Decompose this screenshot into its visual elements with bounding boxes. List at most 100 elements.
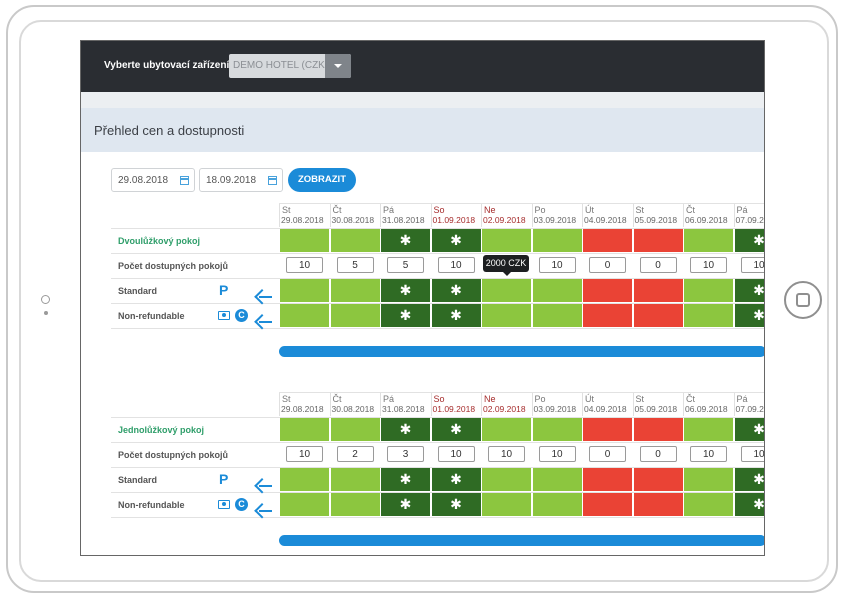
rate-cell[interactable] <box>482 304 531 327</box>
room-count-input[interactable]: 3 <box>387 446 424 462</box>
availability-cell[interactable] <box>583 229 632 252</box>
rate-cell[interactable] <box>633 468 683 491</box>
room-count-input[interactable]: 10 <box>488 446 525 462</box>
rate-cell[interactable] <box>633 279 683 302</box>
room-count-input[interactable]: 10 <box>740 446 764 462</box>
rate-cell[interactable] <box>482 468 531 491</box>
rate-cell[interactable] <box>280 468 329 491</box>
rate-cell[interactable] <box>532 468 582 491</box>
horizontal-scrollbar[interactable] <box>279 346 764 357</box>
rate-cell[interactable]: ✱ <box>381 279 430 302</box>
room-count-input[interactable]: 10 <box>538 446 576 462</box>
date-from-input[interactable]: 29.08.2018 <box>111 168 195 192</box>
column-divider <box>582 392 583 416</box>
horizontal-scrollbar[interactable] <box>279 535 764 546</box>
rate-cell[interactable]: ✱ <box>381 468 430 491</box>
rate-cell[interactable]: ✱ <box>431 304 481 327</box>
rate-cell[interactable]: ✱ <box>431 279 481 302</box>
back-arrow-icon[interactable] <box>259 307 272 323</box>
rate-cell[interactable]: ✱ <box>381 493 430 516</box>
room-count-input[interactable]: 0 <box>639 257 677 273</box>
room-count-input[interactable]: 10 <box>538 257 576 273</box>
room-count-input[interactable]: 10 <box>437 257 475 273</box>
column-divider <box>279 392 280 416</box>
rate-cell[interactable] <box>684 279 733 302</box>
room-count-input[interactable]: 5 <box>336 257 374 273</box>
availability-cell[interactable] <box>684 229 733 252</box>
rate-cell[interactable]: ✱ <box>431 468 481 491</box>
rate-cell[interactable] <box>532 304 582 327</box>
availability-cell[interactable] <box>583 418 632 441</box>
rate-cell[interactable] <box>684 304 733 327</box>
hotel-select[interactable]: DEMO HOTEL (CZK) <box>229 54 351 78</box>
column-divider <box>632 203 634 227</box>
room-count-input[interactable]: 10 <box>286 446 323 462</box>
availability-cell[interactable]: ✱ <box>734 418 764 441</box>
room-count-input[interactable]: 10 <box>740 257 764 273</box>
show-button[interactable]: ZOBRAZIT <box>288 168 356 192</box>
availability-cell[interactable] <box>532 229 582 252</box>
tablet-bezel <box>19 20 829 582</box>
availability-cell[interactable] <box>330 418 380 441</box>
availability-cell[interactable] <box>280 229 329 252</box>
rate-cell[interactable]: ✱ <box>734 468 764 491</box>
rate-cell[interactable] <box>482 279 531 302</box>
rate-cell[interactable] <box>532 279 582 302</box>
calendar-icon[interactable] <box>268 176 277 185</box>
room-count-input[interactable]: 10 <box>690 257 727 273</box>
rate-cell[interactable]: ✱ <box>734 279 764 302</box>
rate-cell[interactable] <box>330 468 380 491</box>
chevron-down-icon[interactable] <box>325 54 351 78</box>
availability-cell[interactable]: ✱ <box>381 418 430 441</box>
availability-cell[interactable] <box>280 418 329 441</box>
rate-cell[interactable] <box>280 304 329 327</box>
home-button[interactable] <box>784 281 822 319</box>
rate-cell[interactable] <box>633 304 683 327</box>
availability-cell[interactable] <box>633 418 683 441</box>
calendar-icon[interactable] <box>180 176 189 185</box>
rate-cell[interactable] <box>583 493 632 516</box>
room-name: Dvoulůžkový pokoj <box>118 236 201 246</box>
availability-cell[interactable] <box>684 418 733 441</box>
room-count-input[interactable]: 0 <box>639 446 677 462</box>
availability-cell[interactable]: ✱ <box>734 229 764 252</box>
back-arrow-icon[interactable] <box>259 282 272 298</box>
rate-cell[interactable] <box>280 279 329 302</box>
rate-cell[interactable] <box>583 468 632 491</box>
availability-cell[interactable] <box>532 418 582 441</box>
rooms-count-label: Počet dostupných pokojů <box>118 450 229 460</box>
rate-cell[interactable]: ✱ <box>734 304 764 327</box>
room-count-input[interactable]: 5 <box>387 257 424 273</box>
rate-cell[interactable] <box>583 304 632 327</box>
room-count-input[interactable]: 10 <box>286 257 323 273</box>
rate-cell[interactable] <box>330 493 380 516</box>
rate-cell[interactable]: ✱ <box>381 304 430 327</box>
room-count-input[interactable]: 10 <box>690 446 727 462</box>
rate-cell[interactable] <box>280 493 329 516</box>
rate-cell[interactable] <box>482 493 531 516</box>
room-count-input[interactable]: 10 <box>437 446 475 462</box>
availability-cell[interactable] <box>482 418 531 441</box>
availability-cell[interactable] <box>330 229 380 252</box>
room-count-input[interactable]: 2 <box>336 446 374 462</box>
rate-cell[interactable] <box>684 493 733 516</box>
date-to-input[interactable]: 18.09.2018 <box>199 168 283 192</box>
rate-cell[interactable] <box>330 304 380 327</box>
availability-cell[interactable] <box>482 229 531 252</box>
rate-cell[interactable] <box>532 493 582 516</box>
back-arrow-icon[interactable] <box>259 496 272 512</box>
availability-cell[interactable]: ✱ <box>381 229 430 252</box>
rate-cell[interactable] <box>583 279 632 302</box>
availability-cell[interactable]: ✱ <box>431 229 481 252</box>
rate-cell[interactable] <box>330 279 380 302</box>
room-count-input[interactable]: 0 <box>589 257 626 273</box>
back-arrow-icon[interactable] <box>259 471 272 487</box>
rate-cell[interactable] <box>633 493 683 516</box>
room-count-input[interactable]: 0 <box>589 446 626 462</box>
day-name: Ne <box>484 394 496 404</box>
rate-cell[interactable]: ✱ <box>431 493 481 516</box>
rate-cell[interactable] <box>684 468 733 491</box>
availability-cell[interactable] <box>633 229 683 252</box>
rate-cell[interactable]: ✱ <box>734 493 764 516</box>
availability-cell[interactable]: ✱ <box>431 418 481 441</box>
